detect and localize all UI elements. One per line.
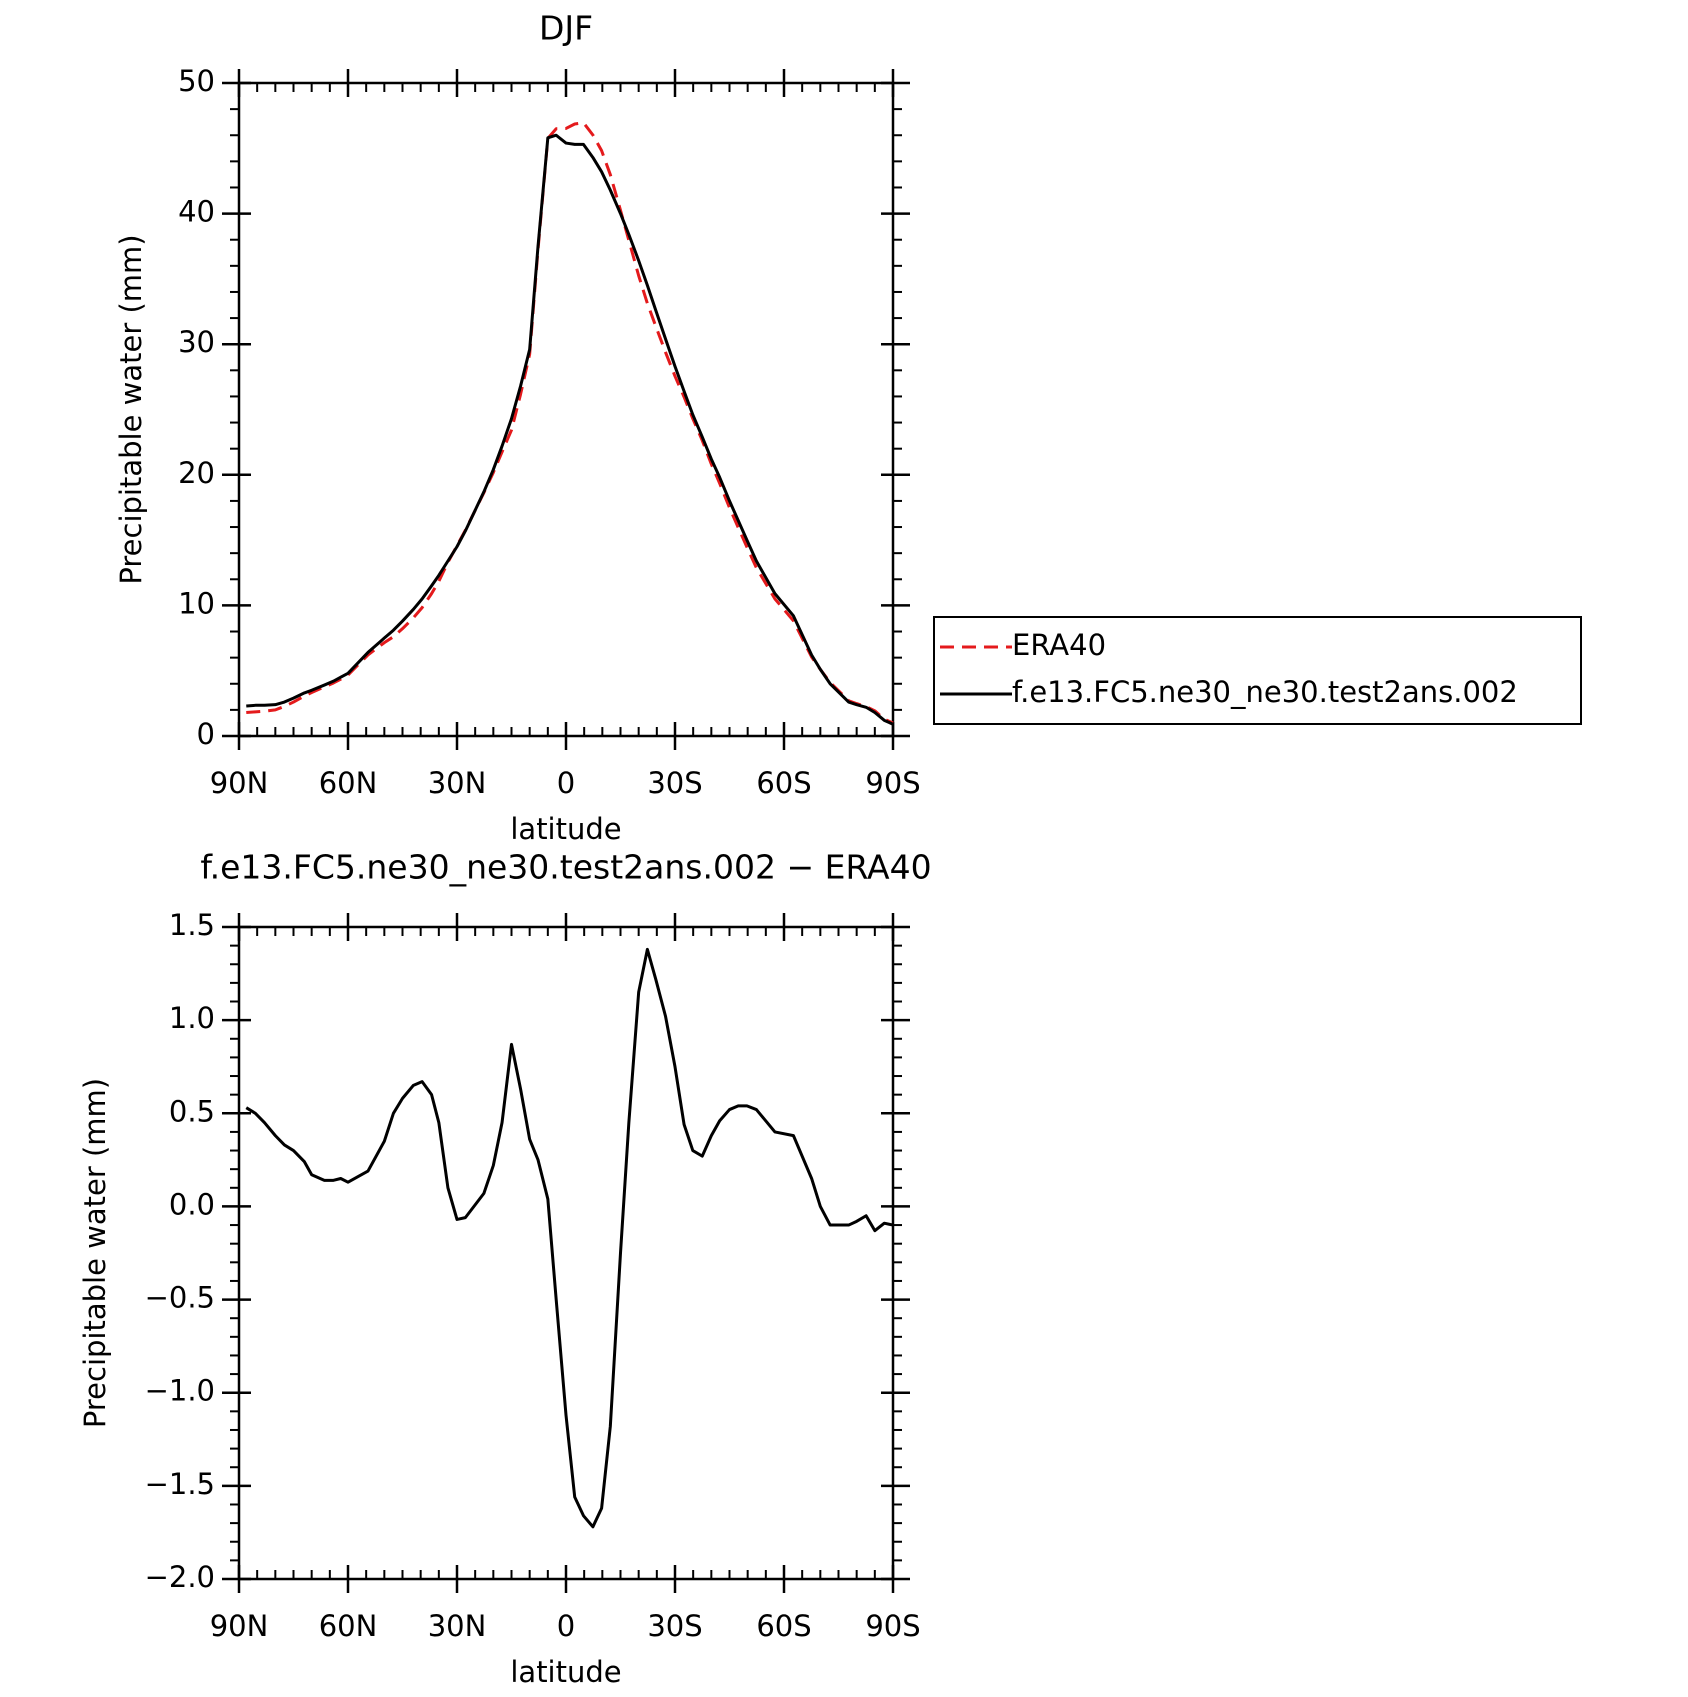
y-axis-label: Precipitable water (mm) bbox=[114, 234, 148, 584]
y-axis-label: Precipitable water (mm) bbox=[78, 1078, 112, 1428]
x-tick-label: 60N bbox=[319, 766, 378, 800]
x-tick-label: 0 bbox=[557, 1609, 575, 1643]
x-tick-label: 30N bbox=[428, 1609, 487, 1643]
data-line bbox=[245, 947, 894, 1529]
x-tick-label: 60N bbox=[319, 1609, 378, 1643]
y-tick-label: −0.5 bbox=[145, 1281, 215, 1315]
x-tick-label: 90S bbox=[865, 766, 920, 800]
y-tick-label: 1.0 bbox=[169, 1001, 215, 1035]
legend-box bbox=[933, 616, 1582, 725]
y-tick-label: 10 bbox=[178, 586, 215, 620]
x-tick-label: 30N bbox=[428, 766, 487, 800]
chart-title: f.e13.FC5.ne30_ne30.test2ans.002 − ERA40 bbox=[200, 848, 931, 887]
x-tick-label: 90N bbox=[210, 1609, 269, 1643]
data-line bbox=[246, 121, 894, 725]
x-tick-label: 60S bbox=[756, 766, 811, 800]
y-tick-label: 30 bbox=[178, 325, 215, 359]
x-tick-label: 30S bbox=[647, 766, 702, 800]
x-tick-label: 30S bbox=[647, 1609, 702, 1643]
x-tick-label: 90N bbox=[210, 766, 269, 800]
y-tick-label: −1.5 bbox=[145, 1467, 215, 1501]
x-tick-label: 0 bbox=[557, 766, 575, 800]
y-tick-label: 40 bbox=[178, 195, 215, 229]
x-axis-label: latitude bbox=[510, 812, 621, 846]
data-line bbox=[246, 133, 894, 726]
plot-frame bbox=[237, 925, 895, 1581]
y-tick-label: 20 bbox=[178, 456, 215, 490]
plot-frame bbox=[237, 81, 895, 738]
y-tick-label: −2.0 bbox=[145, 1560, 215, 1594]
legend-label: ERA40 bbox=[1012, 628, 1106, 662]
y-tick-label: 50 bbox=[178, 64, 215, 98]
x-axis-label: latitude bbox=[510, 1655, 621, 1689]
x-tick-label: 60S bbox=[756, 1609, 811, 1643]
x-tick-label: 90S bbox=[865, 1609, 920, 1643]
y-tick-label: 0 bbox=[197, 717, 215, 751]
y-tick-label: 0.0 bbox=[169, 1187, 215, 1221]
y-tick-label: 0.5 bbox=[169, 1094, 215, 1128]
legend-label: f.e13.FC5.ne30_ne30.test2ans.002 bbox=[1012, 675, 1518, 709]
y-tick-label: 1.5 bbox=[169, 908, 215, 942]
y-tick-label: −1.0 bbox=[145, 1374, 215, 1408]
chart-title: DJF bbox=[539, 9, 593, 48]
